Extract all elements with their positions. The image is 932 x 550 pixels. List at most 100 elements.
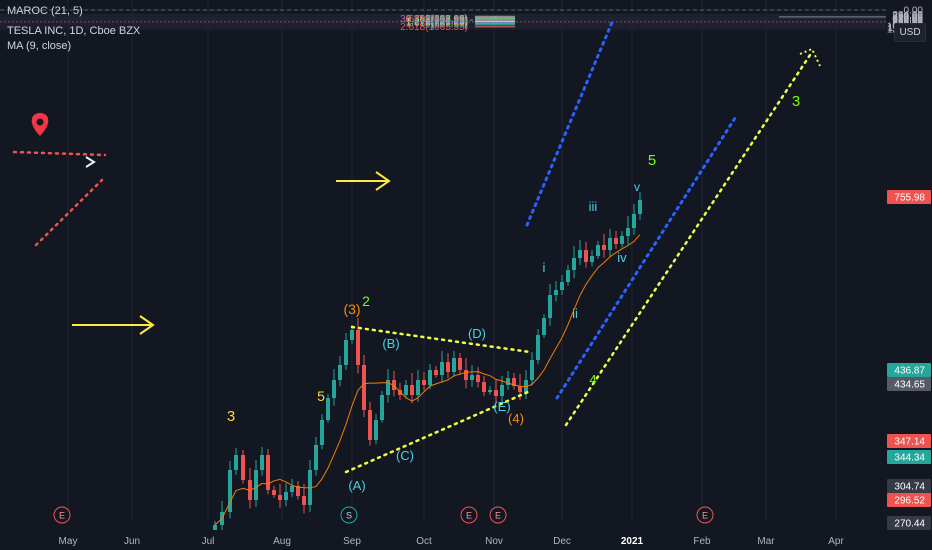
candle-body-37: [440, 362, 444, 375]
candle-body-29: [392, 380, 396, 390]
red-dotted-horizontal[interactable]: [12, 150, 107, 157]
price-badge-bg-6: [887, 493, 931, 507]
wave-label-10: i: [543, 260, 546, 275]
wave-label-0: 3: [227, 408, 235, 425]
candle-body-35: [428, 370, 432, 385]
candle-body-31: [404, 385, 408, 395]
time-tick-2: Jul: [202, 536, 215, 547]
yellow-channel-line[interactable]: [564, 50, 814, 427]
candle-body-6: [254, 470, 258, 500]
price-badge-1: 436.87: [894, 366, 925, 377]
candle-body-33: [416, 380, 420, 395]
candle-body-69: [632, 214, 636, 228]
price-axis-bg: [886, 0, 932, 550]
candle-body-57: [560, 282, 564, 290]
price-tick-8: 630.00: [892, 15, 923, 26]
drawings[interactable]: [12, 18, 821, 474]
time-tick-4: Sep: [343, 536, 361, 547]
price-badge-6: 296.52: [894, 496, 925, 507]
fib-label-12: 0(396.03): [425, 14, 468, 25]
fib-label-8: 0.618(554.03): [406, 14, 468, 25]
candle-body-20: [338, 365, 342, 380]
candle-body-2: [228, 470, 232, 512]
candle-body-13: [296, 486, 300, 496]
blue-channel-lower[interactable]: [555, 116, 737, 400]
ma-legend[interactable]: MA (9, close): [7, 40, 72, 52]
fib-extension-zone[interactable]: [469, 15, 515, 28]
candle-body-45: [488, 390, 492, 392]
candle-body-14: [302, 496, 306, 505]
yellow-arrow-upper[interactable]: [336, 171, 391, 191]
wave-label-8: (E): [493, 399, 510, 414]
candle-body-60: [578, 250, 582, 258]
candle-body-24: [362, 365, 366, 410]
candle-body-18: [326, 398, 330, 420]
wave-label-6: (C): [396, 448, 414, 463]
candle-body-41: [464, 370, 468, 380]
wave-label-15: 5: [648, 152, 656, 169]
candle-body-63: [596, 245, 600, 256]
time-tick-1: Jun: [124, 536, 140, 547]
price-badge-bg-1: [887, 363, 931, 377]
candle-body-58: [566, 270, 570, 282]
symbol-legend[interactable]: TESLA INC, 1D, Cboe BZX: [7, 25, 141, 37]
candle-body-65: [608, 238, 612, 250]
fib-trend-line: [469, 15, 501, 21]
time-tick-5: Oct: [416, 536, 432, 547]
currency-button[interactable]: USD: [894, 23, 926, 42]
blue-channel-upper[interactable]: [525, 18, 615, 227]
candle-body-21: [344, 340, 348, 365]
price-badge-7: 270.44: [894, 519, 925, 530]
triangle-lower-line[interactable]: [344, 390, 530, 474]
time-tick-7: Dec: [553, 536, 571, 547]
candle-body-8: [266, 455, 270, 490]
fib-band-1: [475, 24, 515, 27]
candle-body-40: [458, 358, 462, 370]
candle-body-67: [620, 236, 624, 244]
price-tick-13: 360.00: [892, 11, 923, 22]
candle-body-28: [386, 380, 390, 395]
candle-body-47: [500, 385, 504, 396]
chevron-marker-icon: [85, 156, 96, 168]
price-badge-bg-3: [887, 434, 931, 448]
candle-body-62: [590, 256, 594, 262]
candle-body-9: [272, 490, 276, 495]
candle-body-34: [422, 380, 426, 385]
price-tick-14: 284.00: [892, 10, 923, 21]
wave-label-7: (A): [348, 478, 365, 493]
time-tick-0: May: [59, 536, 78, 547]
wave-label-5: (D): [468, 326, 486, 341]
candle-body-59: [572, 258, 576, 270]
yellow-arrow-lower[interactable]: [72, 315, 155, 335]
candle-body-7: [260, 455, 264, 470]
fib-band-5: [475, 20, 515, 22]
fib-label-5: 1.272(721.23): [406, 16, 468, 27]
triangle-upper-line[interactable]: [350, 325, 532, 354]
event-marker-3[interactable]: [489, 506, 507, 524]
candle-body-23: [356, 330, 360, 365]
price-badge-bg-0: [887, 190, 931, 204]
candle-body-4: [241, 455, 245, 480]
time-axis[interactable]: May Jun Jul Aug Sep Oct Nov Dec 2021 Feb Mar Apr: [0, 530, 886, 550]
event-marker-1[interactable]: [340, 506, 358, 524]
time-tick-3: Aug: [273, 536, 291, 547]
price-badge-bg-5: [887, 479, 931, 493]
price-axis[interactable]: 0.001200.001100.001020.00940.00860.00780…: [886, 0, 932, 550]
fib-label-1: 2.618(1065.35): [400, 22, 468, 33]
event-marker-0[interactable]: [53, 506, 71, 524]
fib-label-2: 2(907.35): [425, 19, 468, 30]
candle-body-12: [290, 486, 294, 492]
candle-body-17: [320, 420, 324, 445]
indicator-legend[interactable]: MAROC (21, 5): [7, 5, 83, 17]
time-tick-8: 2021: [621, 536, 644, 547]
moving-average-line: [214, 234, 641, 526]
event-marker-2[interactable]: [460, 506, 478, 524]
fib-label-4: 1.618(809.69): [406, 18, 468, 29]
event-marker-4[interactable]: [696, 506, 714, 524]
red-dotted-diagonal[interactable]: [34, 178, 104, 247]
ma-path: [214, 234, 641, 526]
price-tick-0: 0.00: [904, 6, 924, 17]
